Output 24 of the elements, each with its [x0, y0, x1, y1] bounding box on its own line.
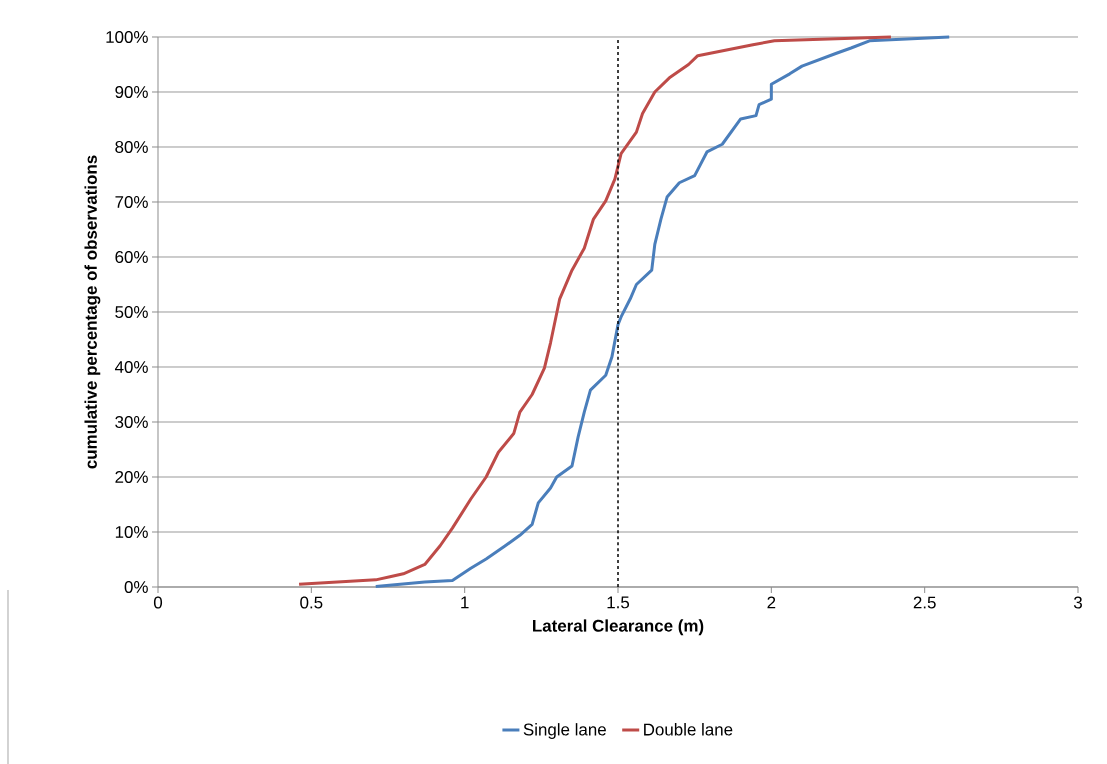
line-series — [297, 35, 893, 586]
y-axis-title: cumulative percentage of observations — [84, 155, 101, 469]
legend-label: Single lane — [523, 723, 606, 739]
x-tick-label: 1.5 — [607, 596, 630, 609]
x-tick-label: 0 — [153, 596, 163, 609]
x-tick-label: 0.5 — [300, 596, 323, 609]
y-tick-label: 60% — [115, 251, 148, 263]
x-tick-label: 1 — [461, 596, 469, 609]
y-tick-label: 40% — [114, 361, 148, 373]
x-tick-label: 2.5 — [913, 596, 936, 609]
line-series — [374, 35, 951, 588]
y-tick-label: 80% — [115, 141, 148, 153]
x-tick-label: 2 — [767, 596, 776, 609]
y-tick-label: 100% — [106, 31, 148, 43]
y-tick-label: 10% — [115, 526, 148, 538]
x-axis-title: Lateral Clearance (m) — [533, 619, 704, 636]
y-tick-label: 30% — [115, 416, 148, 428]
y-tick-label: 20% — [115, 471, 148, 483]
y-tick-label: 50% — [115, 306, 148, 318]
y-tick-label: 70% — [115, 196, 148, 208]
y-tick-label: 0% — [124, 581, 148, 593]
legend-label: Double lane — [644, 723, 733, 736]
y-tick-label: 90% — [115, 86, 148, 98]
x-tick-label: 3 — [1073, 596, 1082, 609]
